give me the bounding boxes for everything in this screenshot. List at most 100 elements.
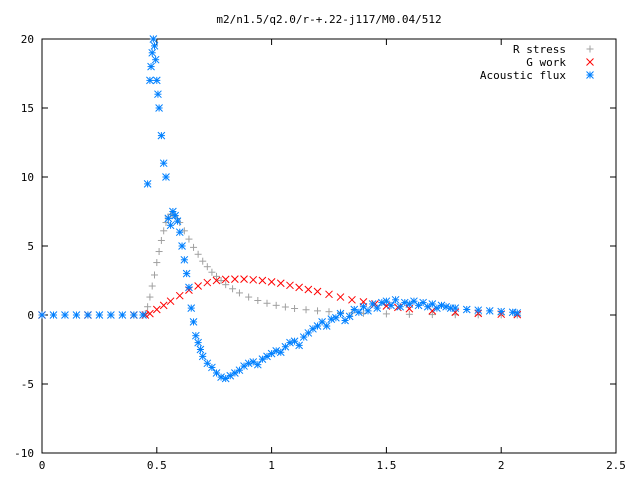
acoustic-flux-point xyxy=(373,304,382,312)
acoustic-flux-point xyxy=(151,55,160,64)
acoustic-flux-point xyxy=(485,307,494,315)
g-work-point xyxy=(276,279,285,288)
g-work-point xyxy=(152,305,161,314)
acoustic-flux-point xyxy=(208,363,216,372)
acoustic-flux-point xyxy=(322,322,331,330)
g-work-point xyxy=(258,276,267,285)
acoustic-flux-point xyxy=(118,311,127,319)
acoustic-flux-point xyxy=(157,131,166,140)
g-work-point xyxy=(295,283,304,292)
acoustic-flux-point xyxy=(327,315,336,323)
y-tick-label: 20 xyxy=(21,33,34,46)
acoustic-flux-point xyxy=(189,318,198,326)
acoustic-flux-point xyxy=(442,302,450,311)
x-tick-label: 0 xyxy=(39,459,46,472)
acoustic-flux-point xyxy=(61,311,69,319)
r-stress-point xyxy=(235,289,243,297)
acoustic-flux-point xyxy=(155,104,163,112)
acoustic-flux-point xyxy=(196,345,205,354)
r-stress-point xyxy=(314,307,322,315)
acoustic-flux-point xyxy=(400,298,409,307)
r-stress-point xyxy=(281,303,289,311)
g-work-point xyxy=(212,276,221,285)
acoustic-flux-point xyxy=(187,304,196,312)
acoustic-flux-point xyxy=(180,255,189,264)
r-stress-point xyxy=(217,277,225,284)
acoustic-flux-point xyxy=(354,308,363,317)
r-stress-point xyxy=(203,263,211,271)
acoustic-flux-point xyxy=(391,295,400,304)
acoustic-flux-point xyxy=(364,307,372,315)
x-tick-label: 1 xyxy=(268,459,275,472)
acoustic-flux-point xyxy=(191,331,200,340)
acoustic-flux-point xyxy=(146,76,154,85)
acoustic-flux-point xyxy=(451,304,460,312)
acoustic-flux-point xyxy=(149,35,158,43)
acoustic-flux-point xyxy=(143,180,152,188)
acoustic-flux-point xyxy=(150,42,159,50)
acoustic-flux-point xyxy=(84,311,92,319)
r-stress-point xyxy=(180,227,188,235)
r-stress-point xyxy=(185,235,193,243)
axis-ticks: 0 0.5 1 1.5 2 2.5 -10 -5 0 5 10 15 20 xyxy=(14,33,626,472)
g-work-point xyxy=(166,297,175,306)
acoustic-flux-point xyxy=(152,76,161,85)
r-stress-point xyxy=(208,268,216,276)
g-work-point xyxy=(336,293,345,301)
r-stress-point xyxy=(254,297,262,305)
acoustic-flux-point xyxy=(295,341,304,350)
acoustic-flux-point xyxy=(147,62,155,71)
r-stress-point xyxy=(428,311,436,319)
acoustic-flux-point xyxy=(139,311,147,319)
acoustic-flux-point xyxy=(217,373,225,381)
r-stress-point xyxy=(291,305,299,313)
g-work-point xyxy=(325,290,333,299)
acoustic-flux-point xyxy=(72,311,81,319)
r-stress-point xyxy=(153,259,161,267)
x-tick-label: 0.5 xyxy=(147,459,167,472)
legend-label: R stress xyxy=(513,43,566,56)
r-stress-point xyxy=(263,299,271,307)
g-work-point xyxy=(267,278,276,286)
r-stress-point xyxy=(405,310,413,318)
y-tick-label: -10 xyxy=(14,447,34,460)
chart-title: m2/n1.5/q2.0/r-+.22-j117/M0.04/512 xyxy=(216,13,441,26)
r-stress-point xyxy=(144,303,152,311)
acoustic-flux-point xyxy=(336,309,345,318)
acoustic-flux-point xyxy=(173,217,182,226)
r-stress-point xyxy=(151,271,159,279)
acoustic-flux-point xyxy=(272,347,281,355)
acoustic-flux-point xyxy=(244,359,253,368)
g-work-point xyxy=(313,287,322,296)
legend-label: G work xyxy=(526,56,566,69)
acoustic-flux-point xyxy=(107,311,115,319)
x-tick-label: 2 xyxy=(498,459,505,472)
acoustic-flux-point xyxy=(437,301,446,310)
acoustic-flux-point xyxy=(281,342,290,351)
acoustic-flux-point xyxy=(164,214,173,223)
g-work-point xyxy=(159,301,168,310)
series-plus xyxy=(38,210,521,319)
x-tick-label: 1.5 xyxy=(376,459,396,472)
y-tick-label: 0 xyxy=(27,309,34,322)
r-stress-point xyxy=(302,306,310,314)
g-work-point xyxy=(231,275,239,283)
g-work-point xyxy=(240,275,248,283)
acoustic-flux-point xyxy=(129,311,138,319)
r-stress-point xyxy=(229,285,237,293)
x-tick-label: 2.5 xyxy=(606,459,626,472)
acoustic-flux-point xyxy=(148,48,157,57)
acoustic-flux-point xyxy=(474,306,483,315)
legend-label: Acoustic flux xyxy=(480,69,566,82)
acoustic-flux-point xyxy=(377,298,386,307)
acoustic-flux-point xyxy=(276,348,285,357)
r-stress-point xyxy=(157,236,165,244)
acoustic-flux-point xyxy=(159,159,168,168)
g-work-point xyxy=(249,275,258,284)
r-stress-point xyxy=(222,281,230,289)
r-stress-point xyxy=(245,293,253,301)
acoustic-flux-point xyxy=(162,173,170,181)
g-work-point xyxy=(304,285,313,294)
r-stress-point xyxy=(160,227,168,235)
r-stress-point xyxy=(146,293,154,301)
